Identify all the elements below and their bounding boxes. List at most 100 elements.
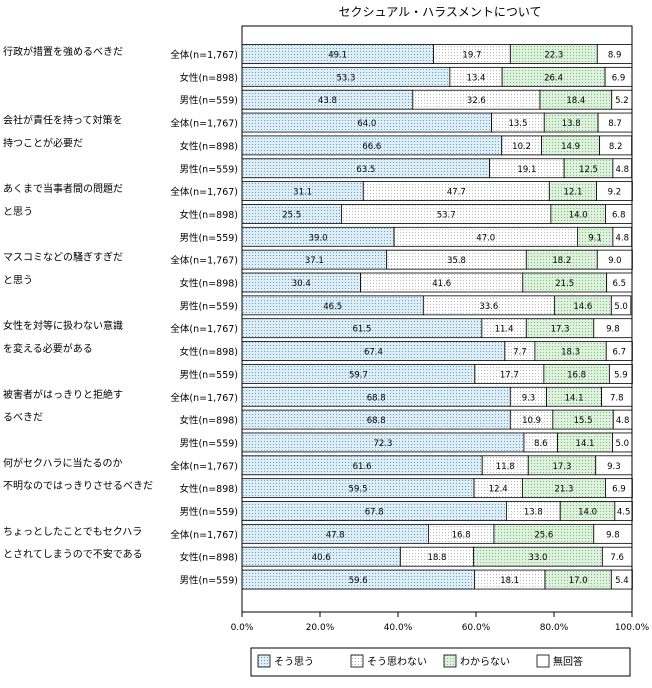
data-label: 17.3 (551, 325, 570, 335)
row-label: 女性(n=898) (179, 209, 238, 221)
row-label: 男性(n=559) (179, 575, 238, 587)
data-label: 5.2 (615, 96, 629, 106)
question-label: 被害者がはっきりと拒絶す (3, 388, 123, 401)
data-label: 66.6 (362, 142, 381, 152)
question-label: 会社が責任を持って対策を (3, 114, 123, 127)
question-label: るべきだ (3, 412, 43, 424)
data-label: 14.9 (561, 142, 580, 152)
data-label: 67.4 (364, 348, 383, 358)
data-label: 21.3 (554, 485, 573, 495)
question-label: 不明なのではっきりさせるべきだ (3, 480, 153, 492)
row-label: 女性(n=898) (179, 415, 238, 427)
data-label: 7.7 (513, 348, 527, 358)
data-label: 9.2 (608, 188, 622, 198)
row-label: 男性(n=559) (179, 369, 238, 381)
data-label: 30.4 (292, 279, 311, 289)
data-label: 61.6 (353, 462, 372, 472)
data-label: 32.6 (467, 96, 486, 106)
row-label: 女性(n=898) (179, 140, 238, 152)
legend-label: わからない (460, 656, 510, 668)
data-label: 9.8 (606, 325, 620, 335)
row-label: 男性(n=559) (179, 300, 238, 312)
data-label: 9.0 (608, 256, 622, 266)
data-label: 63.5 (356, 165, 375, 175)
data-label: 4.8 (615, 233, 629, 243)
question-label: 持つことが必要だ (3, 136, 83, 149)
data-label: 22.3 (544, 51, 563, 61)
data-label: 68.8 (367, 416, 386, 426)
question-label: と思う (3, 275, 33, 287)
data-label: 14.1 (576, 439, 595, 449)
data-label: 18.8 (428, 553, 447, 563)
data-label: 11.4 (495, 325, 514, 335)
data-label: 33.6 (479, 302, 498, 312)
data-label: 5.4 (615, 576, 629, 586)
data-label: 68.8 (367, 393, 386, 403)
question-label: と思う (3, 206, 33, 218)
data-label: 9.1 (588, 233, 602, 243)
legend-label: そう思わない (367, 656, 427, 668)
data-label: 17.3 (553, 462, 572, 472)
row-label: 全体(n=1,767) (170, 118, 238, 130)
data-label: 5.0 (614, 302, 628, 312)
question-label: 何がセクハラに当たるのか (3, 456, 123, 469)
row-label: 男性(n=559) (179, 506, 238, 518)
data-label: 4.5 (617, 508, 631, 518)
legend-label: そう思う (274, 656, 314, 668)
x-tick-label: 100.0% (615, 623, 650, 633)
data-label: 53.3 (336, 73, 355, 83)
data-label: 13.8 (524, 508, 543, 518)
row-label: 女性(n=898) (179, 72, 238, 84)
data-label: 17.0 (569, 576, 588, 586)
question-label: あくまで当事者間の問題だ (3, 182, 123, 195)
data-label: 7.6 (610, 553, 624, 563)
data-label: 12.4 (489, 485, 508, 495)
row-label: 全体(n=1,767) (170, 392, 238, 404)
data-label: 43.8 (318, 96, 337, 106)
data-label: 9.3 (607, 462, 621, 472)
data-label: 14.1 (565, 393, 584, 403)
row-label: 男性(n=559) (179, 437, 238, 449)
data-label: 8.7 (608, 119, 622, 129)
data-label: 67.8 (365, 508, 384, 518)
legend-box (250, 647, 631, 677)
data-label: 19.1 (517, 165, 536, 175)
data-label: 8.6 (534, 439, 548, 449)
data-label: 59.5 (349, 485, 368, 495)
data-label: 59.7 (349, 370, 368, 380)
data-label: 6.8 (612, 210, 626, 220)
data-label: 31.1 (293, 188, 312, 198)
data-label: 35.8 (447, 256, 466, 266)
data-label: 9.8 (606, 530, 620, 540)
question-label: とされてしまうので不安である (3, 548, 143, 561)
data-label: 18.4 (566, 96, 585, 106)
data-label: 39.0 (309, 233, 328, 243)
chart-title: セクシュアル・ハラスメントについて (338, 5, 541, 19)
data-label: 64.0 (357, 119, 376, 129)
row-label: 女性(n=898) (179, 483, 238, 495)
data-label: 16.8 (567, 370, 586, 380)
data-label: 12.1 (563, 188, 582, 198)
row-label: 全体(n=1,767) (170, 460, 238, 472)
data-label: 4.8 (615, 165, 629, 175)
data-label: 4.8 (616, 416, 630, 426)
legend-swatch (536, 654, 550, 668)
x-tick-label: 40.0% (384, 623, 413, 633)
data-label: 49.1 (328, 51, 347, 61)
question-label: 行政が措置を強めるべきだ (3, 45, 123, 58)
data-label: 14.0 (578, 508, 597, 518)
data-label: 59.6 (349, 576, 368, 586)
question-label: ちょっとしたことでもセクハラ (3, 526, 142, 538)
data-label: 14.6 (573, 302, 592, 312)
data-label: 8.2 (609, 142, 623, 152)
data-label: 14.0 (569, 210, 588, 220)
data-label: 18.1 (500, 576, 519, 586)
data-label: 61.5 (352, 325, 371, 335)
data-label: 13.8 (562, 119, 581, 129)
x-tick-label: 80.0% (540, 623, 569, 633)
data-label: 15.5 (574, 416, 593, 426)
data-label: 37.1 (305, 256, 324, 266)
row-label: 男性(n=559) (179, 232, 238, 244)
data-label: 41.6 (432, 279, 451, 289)
